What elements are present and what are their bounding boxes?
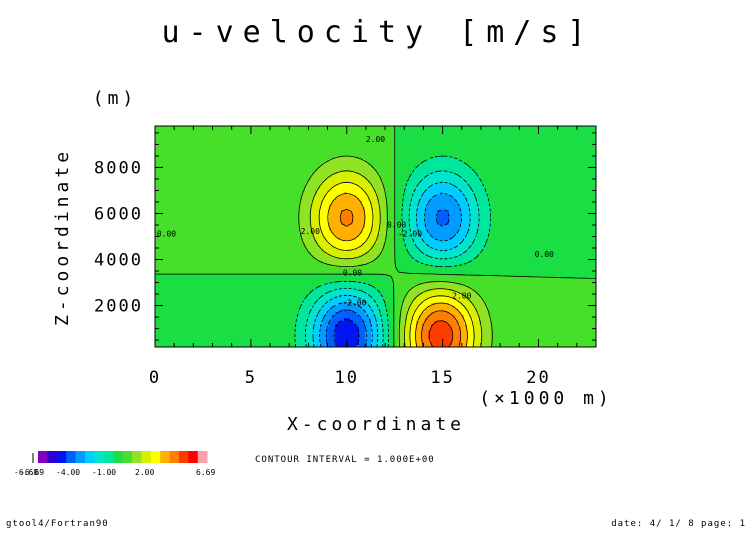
- colorbar-swatch: [57, 451, 67, 463]
- colorbar-swatch: [76, 451, 86, 463]
- colorbar-label: 6.69: [196, 468, 215, 477]
- contour-field: [155, 126, 597, 349]
- colorbar-swatch: [104, 451, 114, 463]
- x-tick-label: 0: [149, 368, 161, 388]
- x-unit: (×1000 m): [479, 388, 613, 409]
- contour-label: 2.00: [452, 292, 471, 301]
- x-tick-label: 5: [245, 368, 257, 388]
- colorbar-swatch: [151, 451, 161, 463]
- contour-interval: CONTOUR INTERVAL = 1.000E+00: [255, 455, 435, 465]
- contour-label: 0.00: [157, 230, 176, 239]
- y-axis-label: Z-coordinate: [52, 148, 73, 326]
- contour-label: 2.00: [301, 227, 320, 236]
- contour-label: -2.00: [342, 299, 366, 308]
- colorbar-swatch: [47, 451, 57, 463]
- colorbar-swatch: [188, 451, 198, 463]
- chart-title: u-velocity [m/s]: [162, 15, 595, 50]
- colorbar-swatch: [179, 451, 189, 463]
- colorbar-swatch: [170, 451, 180, 463]
- x-tick-label: 15: [430, 368, 454, 388]
- footer-right: date: 4/ 1/ 8 page: 1: [611, 519, 746, 529]
- colorbar-swatch: [123, 451, 133, 463]
- y-tick-label: 6000: [94, 204, 143, 224]
- colorbar-swatch: [160, 451, 170, 463]
- colorbar-min-label-overlap: -6.69: [20, 468, 44, 477]
- colorbar-swatch: [132, 451, 142, 463]
- colorbar-swatch: [198, 451, 208, 463]
- contour-label: -2.00: [398, 230, 422, 239]
- colorbar-label: -1.00: [92, 468, 116, 477]
- y-unit: (m): [93, 88, 138, 109]
- colorbar-swatch: [85, 451, 95, 463]
- colorbar-swatch: [113, 451, 123, 463]
- x-tick-label: 10: [334, 368, 358, 388]
- contour-label: 0.00: [387, 220, 406, 229]
- colorbar-swatch: [141, 451, 151, 463]
- y-tick-label: 2000: [94, 297, 143, 317]
- x-tick-label: 20: [526, 368, 550, 388]
- contour-label: 0.00: [535, 250, 554, 259]
- y-tick-label: 4000: [94, 251, 143, 271]
- colorbar-swatch: [38, 451, 48, 463]
- colorbar-label: 2.00: [135, 468, 154, 477]
- y-tick-label: 8000: [94, 158, 143, 178]
- contour-label: 2.00: [366, 135, 385, 144]
- contour-label: 0.00: [343, 269, 362, 278]
- footer-left: gtool4/Fortran90: [6, 519, 109, 529]
- colorbar-swatch: [94, 451, 104, 463]
- colorbar-label: -4.00: [56, 468, 80, 477]
- x-axis-label: X-coordinate: [287, 414, 465, 435]
- colorbar-swatch: [66, 451, 76, 463]
